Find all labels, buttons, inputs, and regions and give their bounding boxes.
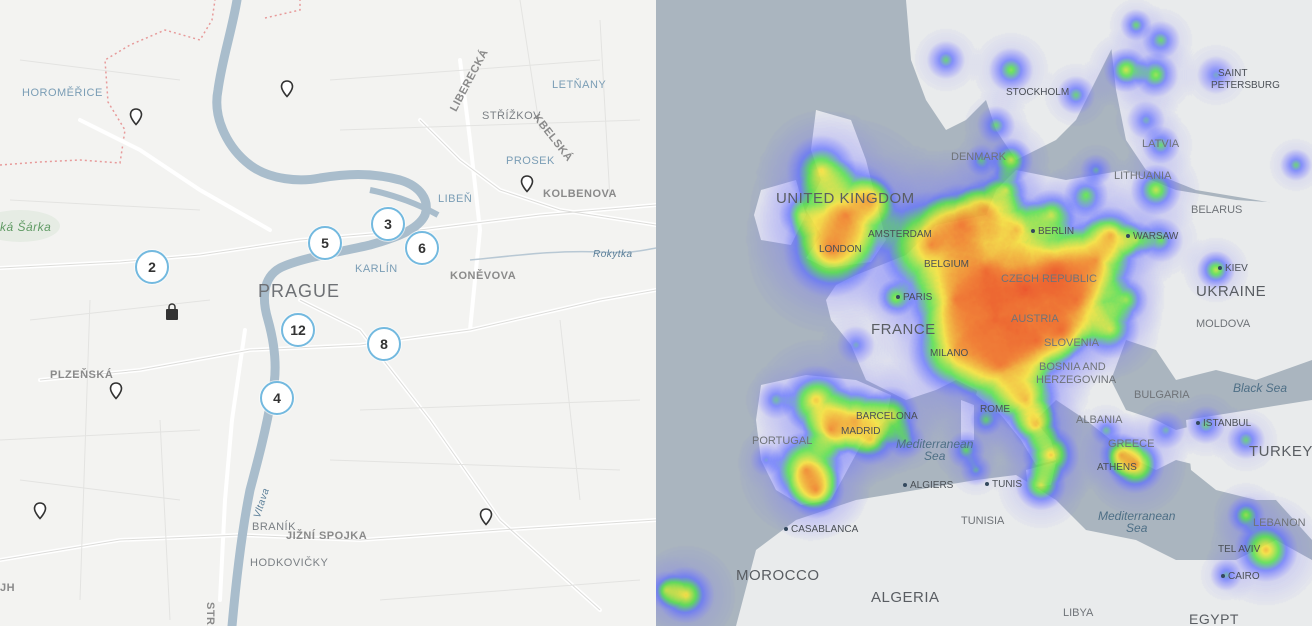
district-label: LETŇANY	[552, 79, 607, 91]
cluster-marker[interactable]: 6	[405, 231, 439, 265]
sea-label: Black Sea	[1233, 381, 1288, 395]
country-label: FRANCE	[871, 321, 936, 338]
country-label: UNITED KINGDOM	[776, 190, 915, 207]
district-label: LIBEŇ	[438, 193, 473, 205]
city-label: BELGIUM	[924, 259, 970, 270]
street-label: JIŽNÍ SPOJKA	[286, 530, 368, 542]
city-label: PARIS	[896, 292, 932, 303]
street-label: KONĚVOVA	[450, 270, 517, 282]
country-label: TUNISIA	[961, 515, 1005, 527]
district-label: HODKOVIČKY	[250, 557, 329, 569]
map-pin-icon[interactable]	[479, 508, 493, 526]
partial-label: JH	[0, 582, 16, 594]
city-label: CAIRO	[1221, 571, 1260, 582]
country-label: BULGARIA	[1134, 389, 1190, 401]
city-label: BERLIN	[1031, 226, 1074, 237]
country-label: HERZEGOVINA	[1036, 374, 1117, 386]
map-pin-icon[interactable]	[520, 175, 534, 193]
country-label: EGYPT	[1189, 611, 1239, 626]
city-label: PRAGUE	[258, 281, 341, 301]
country-label: SLOVENIA	[1044, 337, 1100, 349]
prague-cluster-map[interactable]: PRAGUE HOROMĚŘICE LETŇANY STŘÍŽKOV PROSE…	[0, 0, 656, 626]
city-label: BARCELONA	[856, 411, 918, 422]
sea-label: Mediterranean Sea	[896, 437, 974, 463]
city-label: TEL AVIV	[1218, 544, 1261, 555]
district-label: KARLÍN	[355, 263, 398, 275]
city-label: AMSTERDAM	[868, 229, 932, 240]
prague-basemap	[0, 0, 656, 626]
country-label: PORTUGAL	[752, 435, 813, 447]
map-pin-icon[interactable]	[33, 502, 47, 520]
shopping-bag-icon[interactable]	[164, 303, 180, 321]
street-label: KOLBENOVA	[543, 188, 617, 200]
city-label: ROME	[980, 404, 1010, 415]
city-label: MADRID	[841, 426, 881, 437]
europe-heatmap[interactable]: UNITED KINGDOM FRANCE UKRAINE TURKEY MOR…	[656, 0, 1312, 626]
country-label: LIBYA	[1063, 607, 1094, 619]
city-label: CASABLANCA	[784, 524, 858, 535]
cluster-marker[interactable]: 8	[367, 327, 401, 361]
country-label: TURKEY	[1249, 443, 1312, 460]
country-label: BOSNIA AND	[1039, 361, 1106, 373]
country-label: MOROCCO	[736, 567, 820, 584]
map-pin-icon[interactable]	[280, 80, 294, 98]
country-label: UKRAINE	[1196, 283, 1267, 300]
country-label: LEBANON	[1253, 517, 1306, 529]
cluster-marker[interactable]: 4	[260, 381, 294, 415]
cluster-marker[interactable]: 5	[308, 226, 342, 260]
country-label: AUSTRIA	[1011, 313, 1059, 325]
city-label: KIEV	[1218, 263, 1248, 274]
country-label: ALGERIA	[871, 589, 940, 606]
street-label: STRA	[204, 602, 216, 626]
country-label: BELARUS	[1191, 204, 1243, 216]
map-pin-icon[interactable]	[129, 108, 143, 126]
heatmap-layer	[656, 0, 1312, 626]
country-label: GREECE	[1108, 438, 1155, 450]
district-label: HOROMĚŘICE	[22, 87, 103, 99]
city-label: TUNIS	[985, 479, 1022, 490]
city-label: ISTANBUL	[1196, 418, 1251, 429]
country-label: ALBANIA	[1076, 414, 1123, 426]
country-label: MOLDOVA	[1196, 318, 1251, 330]
sea-label: Mediterranean Sea	[1098, 509, 1176, 535]
district-label: PROSEK	[506, 155, 555, 167]
district-label: STŘÍŽKOV	[482, 110, 542, 122]
district-label: BRANÍK	[252, 521, 296, 533]
city-label: SAINT	[1218, 68, 1248, 79]
city-label: ALGIERS	[903, 480, 953, 491]
country-label: LITHUANIA	[1114, 170, 1172, 182]
river-label: Rokytka	[593, 249, 633, 260]
cluster-marker[interactable]: 12	[281, 313, 315, 347]
cluster-marker[interactable]: 2	[135, 250, 169, 284]
country-label: CZECH REPUBLIC	[1001, 273, 1097, 285]
country-label: DENMARK	[951, 151, 1007, 163]
city-label: STOCKHOLM	[1006, 87, 1070, 98]
street-label: PLZEŇSKÁ	[50, 369, 114, 381]
city-label: LONDON	[819, 244, 862, 255]
park-label: ká Šárka	[0, 220, 52, 234]
cluster-marker[interactable]: 3	[371, 207, 405, 241]
city-label: PETERSBURG	[1211, 80, 1280, 91]
city-label: MILANO	[930, 348, 969, 359]
city-label: WARSAW	[1126, 231, 1178, 242]
city-label: ATHENS	[1097, 462, 1137, 473]
map-pin-icon[interactable]	[109, 382, 123, 400]
country-label: LATVIA	[1142, 138, 1180, 150]
